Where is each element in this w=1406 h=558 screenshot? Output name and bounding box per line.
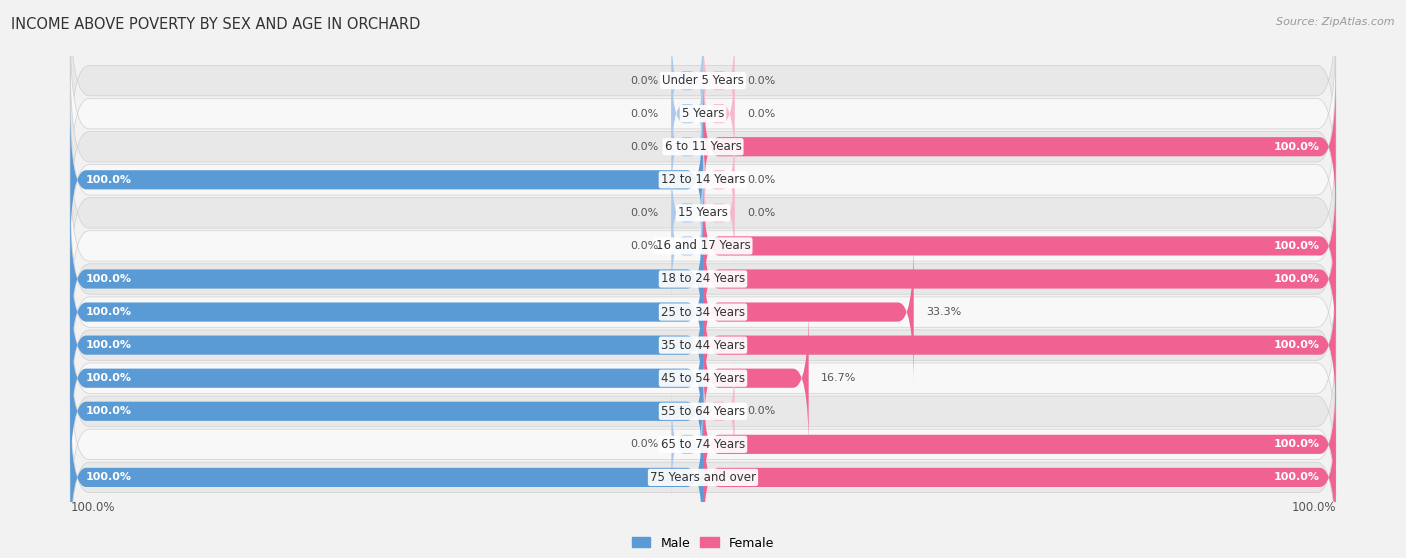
FancyBboxPatch shape	[703, 405, 1336, 551]
Text: 100.0%: 100.0%	[86, 373, 132, 383]
FancyBboxPatch shape	[70, 62, 1336, 230]
FancyBboxPatch shape	[703, 123, 734, 237]
Text: 100.0%: 100.0%	[86, 175, 132, 185]
Text: 25 to 34 Years: 25 to 34 Years	[661, 306, 745, 319]
Text: 100.0%: 100.0%	[1274, 473, 1320, 483]
FancyBboxPatch shape	[70, 239, 703, 385]
Text: 16 and 17 Years: 16 and 17 Years	[655, 239, 751, 252]
FancyBboxPatch shape	[70, 338, 703, 484]
Text: 0.0%: 0.0%	[630, 439, 658, 449]
FancyBboxPatch shape	[70, 261, 1336, 429]
Text: 100.0%: 100.0%	[1274, 142, 1320, 152]
FancyBboxPatch shape	[672, 388, 703, 501]
Text: 100.0%: 100.0%	[86, 340, 132, 350]
FancyBboxPatch shape	[70, 206, 703, 352]
Text: 18 to 24 Years: 18 to 24 Years	[661, 272, 745, 286]
Text: 65 to 74 Years: 65 to 74 Years	[661, 438, 745, 451]
Text: 100.0%: 100.0%	[1274, 340, 1320, 350]
Text: 100.0%: 100.0%	[86, 274, 132, 284]
FancyBboxPatch shape	[70, 305, 703, 451]
Text: 0.0%: 0.0%	[630, 109, 658, 119]
FancyBboxPatch shape	[70, 162, 1336, 330]
FancyBboxPatch shape	[703, 305, 808, 451]
FancyBboxPatch shape	[672, 156, 703, 270]
FancyBboxPatch shape	[70, 195, 1336, 363]
Text: 100.0%: 100.0%	[1291, 501, 1336, 514]
Text: Under 5 Years: Under 5 Years	[662, 74, 744, 87]
Text: 100.0%: 100.0%	[86, 307, 132, 317]
FancyBboxPatch shape	[703, 371, 1336, 517]
FancyBboxPatch shape	[703, 272, 1336, 418]
FancyBboxPatch shape	[70, 30, 1336, 198]
FancyBboxPatch shape	[703, 24, 734, 137]
FancyBboxPatch shape	[672, 90, 703, 203]
Legend: Male, Female: Male, Female	[631, 537, 775, 550]
Text: 0.0%: 0.0%	[630, 142, 658, 152]
Text: 100.0%: 100.0%	[1274, 274, 1320, 284]
FancyBboxPatch shape	[703, 355, 734, 468]
Text: 35 to 44 Years: 35 to 44 Years	[661, 339, 745, 352]
Text: INCOME ABOVE POVERTY BY SEX AND AGE IN ORCHARD: INCOME ABOVE POVERTY BY SEX AND AGE IN O…	[11, 17, 420, 32]
FancyBboxPatch shape	[703, 57, 734, 170]
FancyBboxPatch shape	[70, 294, 1336, 462]
FancyBboxPatch shape	[703, 206, 1336, 352]
Text: 0.0%: 0.0%	[748, 208, 776, 218]
Text: 6 to 11 Years: 6 to 11 Years	[665, 140, 741, 153]
FancyBboxPatch shape	[70, 393, 1336, 558]
Text: 12 to 14 Years: 12 to 14 Years	[661, 174, 745, 186]
Text: 100.0%: 100.0%	[70, 501, 115, 514]
FancyBboxPatch shape	[70, 405, 703, 551]
Text: 45 to 54 Years: 45 to 54 Years	[661, 372, 745, 384]
Text: 0.0%: 0.0%	[748, 175, 776, 185]
Text: Source: ZipAtlas.com: Source: ZipAtlas.com	[1277, 17, 1395, 27]
FancyBboxPatch shape	[70, 272, 703, 418]
FancyBboxPatch shape	[70, 107, 703, 253]
Text: 0.0%: 0.0%	[630, 208, 658, 218]
FancyBboxPatch shape	[70, 96, 1336, 264]
Text: 100.0%: 100.0%	[86, 406, 132, 416]
Text: 0.0%: 0.0%	[630, 241, 658, 251]
FancyBboxPatch shape	[70, 228, 1336, 396]
Text: 75 Years and over: 75 Years and over	[650, 471, 756, 484]
FancyBboxPatch shape	[70, 328, 1336, 496]
FancyBboxPatch shape	[703, 173, 1336, 319]
Text: 16.7%: 16.7%	[821, 373, 856, 383]
FancyBboxPatch shape	[70, 360, 1336, 528]
FancyBboxPatch shape	[672, 57, 703, 170]
Text: 100.0%: 100.0%	[1274, 439, 1320, 449]
Text: 5 Years: 5 Years	[682, 107, 724, 120]
FancyBboxPatch shape	[703, 239, 914, 385]
Text: 15 Years: 15 Years	[678, 206, 728, 219]
Text: 100.0%: 100.0%	[1274, 241, 1320, 251]
FancyBboxPatch shape	[70, 129, 1336, 297]
FancyBboxPatch shape	[703, 156, 734, 270]
FancyBboxPatch shape	[70, 0, 1336, 165]
Text: 0.0%: 0.0%	[748, 406, 776, 416]
Text: 100.0%: 100.0%	[86, 473, 132, 483]
Text: 0.0%: 0.0%	[748, 75, 776, 85]
FancyBboxPatch shape	[672, 24, 703, 137]
Text: 0.0%: 0.0%	[630, 75, 658, 85]
Text: 33.3%: 33.3%	[927, 307, 962, 317]
FancyBboxPatch shape	[672, 189, 703, 302]
Text: 55 to 64 Years: 55 to 64 Years	[661, 405, 745, 418]
FancyBboxPatch shape	[703, 74, 1336, 220]
Text: 0.0%: 0.0%	[748, 109, 776, 119]
